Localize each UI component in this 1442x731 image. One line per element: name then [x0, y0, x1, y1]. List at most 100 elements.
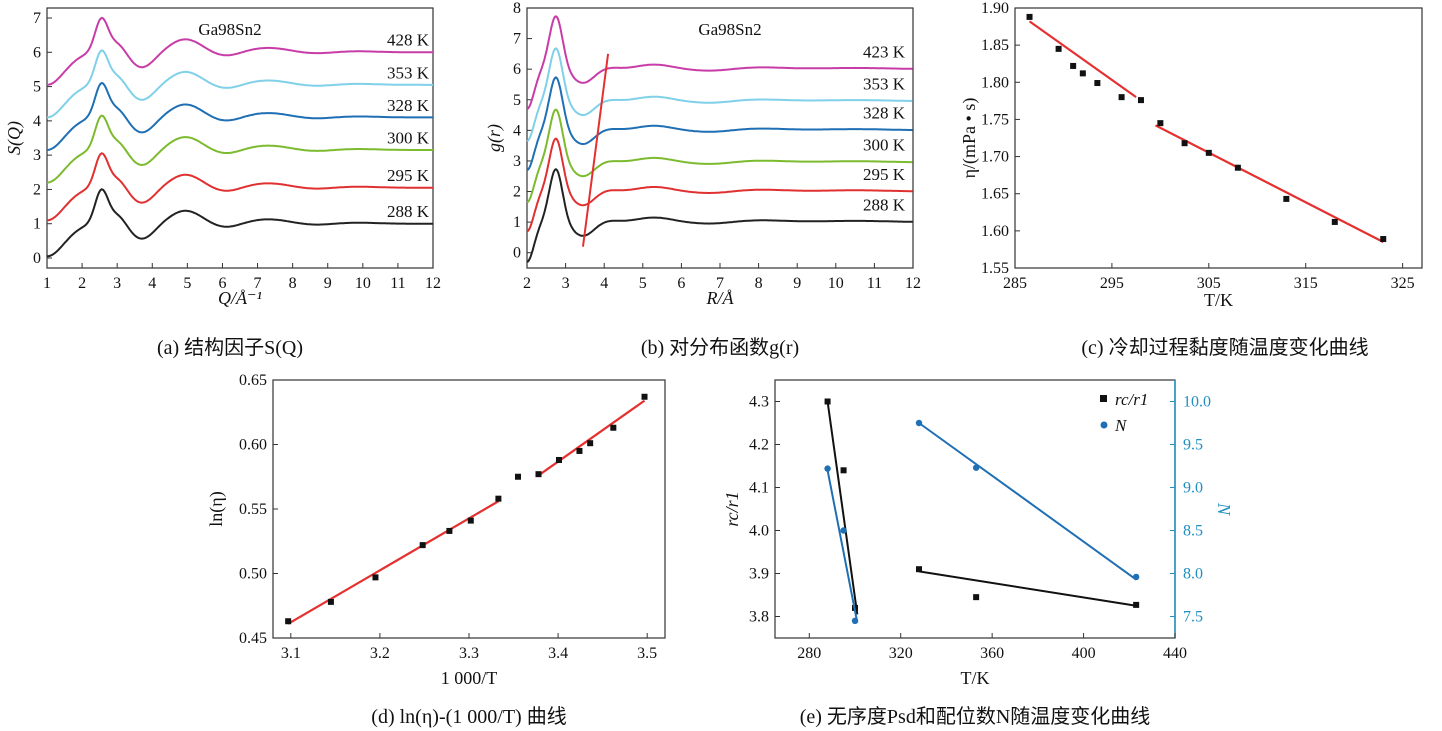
panel-c-data-point — [1137, 97, 1144, 104]
panel-d-data-point — [515, 473, 521, 480]
panel-c-data-point — [1380, 236, 1387, 243]
panel-a-series-line — [46, 114, 433, 184]
panel-d-ytick-label: 0.55 — [239, 501, 267, 518]
panel-c-ytick-label: 1.55 — [981, 260, 1009, 277]
panel-b-xtick-label: 7 — [716, 275, 724, 292]
panel-e-fit-line — [918, 570, 1137, 607]
panel-c-xtick-label: 295 — [1100, 275, 1124, 292]
panel-d-xtick-label: 3.2 — [370, 645, 390, 662]
panel-d-data-point — [495, 495, 502, 502]
panel-c-fit-line — [1028, 20, 1137, 99]
panel-e-y-right-axis-label: N — [1214, 502, 1234, 516]
panel-a-xtick-label: 4 — [148, 275, 156, 292]
panel-b-ytick-label: 0 — [513, 245, 521, 262]
panel-a-xtick-label: 11 — [390, 275, 405, 292]
panel-d-xtick-label: 3.3 — [459, 645, 479, 662]
panel-c-x-axis-label: T/K — [1204, 290, 1233, 310]
panel-c-ytick-label: 1.80 — [981, 74, 1009, 91]
panel-b-ytick-label: 3 — [513, 153, 521, 170]
panel-a-series-label: 428 K — [387, 31, 430, 50]
panel-b-xtick-label: 6 — [677, 275, 685, 292]
panel-e-legend-label: N — [1114, 416, 1128, 435]
panel-b-x-axis-label: R/Å — [706, 288, 735, 308]
panel-b-series-label: 423 K — [863, 42, 906, 61]
panel-e-disorder-coordination: 280 320 360 400 440 3.8 3.9 4.0 4.1 4.2 4.3 7.5 8.0 8… — [722, 379, 1234, 728]
panel-e-ytick-right-label: 10.0 — [1183, 394, 1211, 411]
panel-a-series-line — [46, 81, 433, 151]
panel-d-data-point — [587, 440, 594, 447]
panel-c-data-point — [1094, 80, 1101, 87]
panel-a-ytick-label: 5 — [33, 79, 41, 96]
panel-c-ytick-label: 1.85 — [981, 37, 1009, 54]
panel-d-data-point — [419, 542, 426, 549]
panel-e-caption: (e) 无序度Psd和配位数N随温度变化曲线 — [800, 705, 1151, 728]
panel-c-viscosity-temperature: 285 295 305 315 325 1.55 1.60 1.65 1.70 1.75 1.80 1… — [959, 0, 1423, 359]
panel-d-ln-viscosity: 3.1 3.2 3.3 3.4 3.5 0.45 0.50 0.55 0.60 0.65 1 000… — [206, 372, 666, 728]
panel-b-xtick-label: 2 — [523, 275, 531, 292]
panel-e-ytick-right-label: 7.5 — [1183, 609, 1203, 626]
panel-e-data-point — [840, 467, 847, 474]
panel-a-xtick-label: 8 — [289, 275, 297, 292]
panel-d-data-point — [555, 456, 562, 463]
panel-b-y-axis-label: g(r) — [484, 124, 505, 152]
panel-e-ytick-right-label: 9.5 — [1183, 437, 1203, 454]
panel-e-data-point — [1132, 573, 1140, 581]
panel-b-ytick-label: 2 — [513, 184, 521, 201]
panel-e-data-point — [824, 398, 831, 405]
panel-a-xtick-label: 6 — [218, 275, 226, 292]
panel-a-series-line — [46, 188, 433, 258]
panel-e-fit-line — [918, 422, 1137, 581]
panel-a-ytick-label: 6 — [33, 44, 41, 61]
panel-d-ytick-label: 0.60 — [239, 437, 267, 454]
panel-b-xtick-label: 11 — [867, 275, 882, 292]
panel-e-ytick-right-label: 9.0 — [1183, 480, 1203, 497]
panel-c-data-point — [1079, 70, 1086, 77]
panel-a-ytick-label: 2 — [33, 181, 41, 198]
panel-b-series-line — [526, 167, 913, 263]
panel-a-xtick-label: 12 — [425, 275, 441, 292]
panel-a-series-line — [46, 16, 433, 86]
panel-e-x-axis-label: T/K — [961, 668, 990, 688]
panel-e-data-point — [972, 464, 980, 471]
panel-b-caption: (b) 对分布函数g(r) — [641, 336, 799, 359]
panel-d-data-point — [467, 517, 474, 524]
panel-a-xtick-label: 2 — [78, 275, 86, 292]
panel-e-xtick-label: 280 — [797, 645, 821, 662]
panel-b-xtick-label: 9 — [793, 275, 801, 292]
panel-c-y-axis-label: η/(mPa • s) — [959, 98, 980, 179]
panel-a-ytick-label: 3 — [33, 147, 41, 164]
panel-d-data-point — [327, 598, 334, 605]
panel-e-ytick-label: 3.9 — [749, 566, 769, 583]
panel-a-y-axis-label: S(Q) — [4, 121, 25, 155]
panel-d-data-point — [641, 393, 648, 400]
panel-d-ytick-label: 0.50 — [239, 566, 267, 583]
panel-d-xtick-label: 3.4 — [548, 645, 568, 662]
panel-b-xtick-label: 10 — [828, 275, 844, 292]
panel-c-data-point — [1205, 149, 1212, 156]
panel-e-xtick-label: 320 — [889, 645, 913, 662]
panel-a-series-label: 288 K — [387, 202, 430, 221]
panel-b-series-line — [526, 15, 913, 110]
panel-b-xtick-label: 3 — [562, 275, 570, 292]
panel-c-plot-frame — [1014, 7, 1423, 269]
panel-a-xtick-label: 9 — [324, 275, 332, 292]
panel-e-data-point — [1133, 601, 1140, 608]
panel-b-ytick-label: 5 — [513, 92, 521, 109]
panel-d-data-point — [535, 471, 542, 478]
panel-a-ytick-label: 4 — [33, 113, 41, 130]
panel-a-caption: (a) 结构因子S(Q) — [157, 336, 303, 359]
panel-b-series-line — [526, 76, 913, 171]
panel-e-data-point — [840, 527, 847, 534]
panel-b-annotation: Ga98Sn2 — [698, 20, 761, 39]
panel-d-data-point — [372, 574, 379, 581]
panel-e-legend-marker — [1100, 421, 1108, 429]
panel-e-legend-marker — [1100, 395, 1107, 402]
panel-b-series-line — [526, 108, 913, 204]
panel-b-series-line — [526, 47, 913, 142]
panel-d-data-point — [576, 447, 583, 454]
panel-c-data-point — [1157, 120, 1164, 127]
panel-d-xtick-label: 3.5 — [637, 645, 657, 662]
panel-a-plot-frame — [46, 7, 434, 269]
panel-b-ytick-label: 8 — [513, 0, 521, 17]
